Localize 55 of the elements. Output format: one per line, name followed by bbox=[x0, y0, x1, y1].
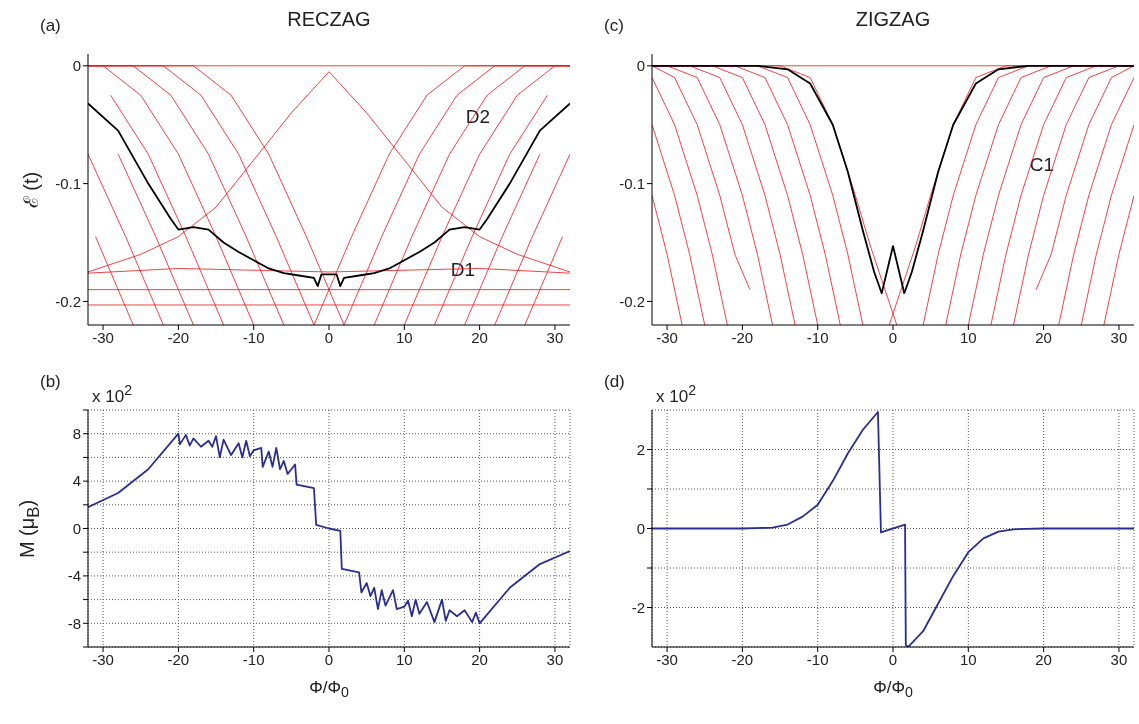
y-axis-title: ℰ (t) bbox=[18, 171, 43, 208]
chart-title: RECZAG bbox=[286, 8, 372, 31]
x-tick-label: -30 bbox=[656, 328, 678, 346]
y-tick-label: -0.2 bbox=[55, 292, 81, 310]
x-tick-label: 10 bbox=[395, 650, 413, 668]
y-tick-label: 2 bbox=[636, 440, 645, 458]
x-tick-label: 0 bbox=[324, 328, 334, 346]
x-axis-title: Φ/Φ$_{0}$ bbox=[308, 678, 350, 701]
y-tick-label: -0.2 bbox=[619, 292, 645, 310]
y-tick-label: -4 bbox=[67, 567, 81, 585]
x-tick-label: -10 bbox=[242, 328, 265, 346]
x-tick-label: -30 bbox=[92, 328, 114, 346]
x-tick-label: -20 bbox=[731, 650, 754, 668]
x-tick-label: -20 bbox=[167, 650, 190, 668]
annotation: C1 bbox=[1026, 153, 1058, 177]
text: (c) bbox=[604, 16, 624, 36]
x-tick-label: 20 bbox=[471, 328, 488, 346]
x-tick-label: -10 bbox=[242, 650, 265, 668]
text: (a) bbox=[40, 16, 61, 36]
x-tick-label: -20 bbox=[731, 328, 754, 346]
x-tick-label: 10 bbox=[959, 328, 977, 346]
x-tick-label: -30 bbox=[656, 650, 678, 668]
y-tick-label: 8 bbox=[72, 425, 81, 443]
x-tick-label: 20 bbox=[1035, 328, 1052, 346]
text: (d) bbox=[604, 372, 625, 392]
x-tick-label: 0 bbox=[888, 650, 898, 668]
text: (b) bbox=[40, 372, 61, 392]
x-tick-label: 10 bbox=[395, 328, 413, 346]
x-axis-title: Φ/Φ$_{0}$ bbox=[872, 678, 914, 701]
text: x 10$^{2}$ bbox=[92, 382, 133, 407]
x-tick-label: 0 bbox=[888, 328, 898, 346]
x-tick-label: -10 bbox=[806, 650, 829, 668]
chart-title: ZIGZAG bbox=[854, 8, 932, 31]
y-tick-label: 4 bbox=[72, 472, 81, 490]
x-tick-label: 20 bbox=[1035, 650, 1052, 668]
x-tick-label: -30 bbox=[92, 650, 114, 668]
y-tick-label: 0 bbox=[636, 57, 645, 75]
y-tick-label: 0 bbox=[72, 57, 81, 75]
x-tick-label: 30 bbox=[1110, 650, 1128, 668]
y-tick-label: -0.1 bbox=[55, 174, 81, 192]
y-tick-label: -0.1 bbox=[619, 174, 645, 192]
annotation: D2 bbox=[462, 105, 494, 129]
x-tick-label: -20 bbox=[167, 328, 190, 346]
y-tick-label: 0 bbox=[72, 519, 81, 537]
x-tick-label: 30 bbox=[546, 328, 564, 346]
y-tick-label: -2 bbox=[631, 598, 645, 616]
y-tick-label: -8 bbox=[67, 614, 81, 632]
y-tick-label: 0 bbox=[636, 519, 645, 537]
x-tick-label: 20 bbox=[471, 650, 488, 668]
text: x 10$^{2}$ bbox=[656, 382, 697, 407]
x-tick-label: 30 bbox=[546, 650, 564, 668]
x-tick-label: 0 bbox=[324, 650, 334, 668]
x-tick-label: 30 bbox=[1110, 328, 1128, 346]
x-tick-label: -10 bbox=[806, 328, 829, 346]
x-tick-label: 10 bbox=[959, 650, 977, 668]
